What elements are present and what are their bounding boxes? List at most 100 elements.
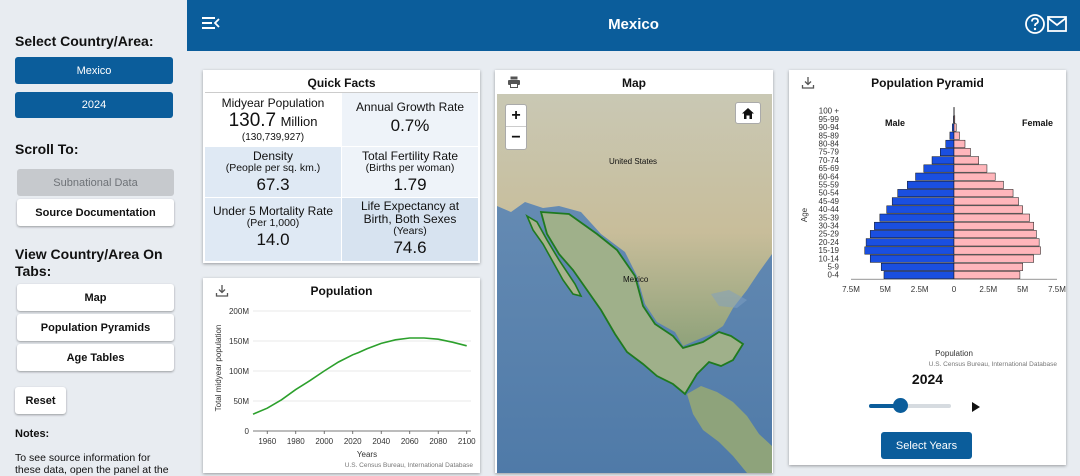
pyramid-bar-female	[954, 271, 1020, 278]
pyramid-bar-female	[954, 148, 970, 155]
help-icon[interactable]	[1024, 13, 1046, 40]
population-x-axis-label: Years	[357, 450, 377, 459]
country-select-button[interactable]: Mexico	[15, 57, 173, 84]
select-years-button[interactable]: Select Years	[881, 432, 972, 459]
pyramid-bar-female	[954, 214, 1030, 221]
pyramid-bar-female	[954, 124, 956, 131]
pyramid-age-label: 15-19	[819, 246, 840, 255]
pyramid-age-label: 70-74	[819, 156, 840, 165]
midyear-population-value: 130.7 Million	[205, 110, 341, 132]
pyramid-bar-male	[865, 247, 954, 254]
year-select-button[interactable]: 2024	[15, 92, 173, 118]
year-slider-handle[interactable]	[893, 398, 908, 413]
zoom-control: + −	[505, 104, 527, 150]
zoom-in-button[interactable]: +	[506, 105, 526, 127]
pyramid-x-tick-label: 7.5M	[842, 285, 860, 294]
pyramid-bar-male	[924, 165, 954, 172]
under5-mortality-cell: Under 5 Mortality Rate (Per 1,000) 14.0	[205, 198, 341, 261]
tab-map-button[interactable]: Map	[17, 284, 174, 311]
subnational-data-button[interactable]: Subnational Data	[17, 169, 174, 196]
header-bar: Mexico	[187, 0, 1080, 51]
pyramid-age-label: 35-39	[819, 213, 840, 222]
pyramid-age-label: 100 +	[819, 107, 840, 116]
midyear-population-unit: Million	[281, 114, 318, 129]
pyramid-age-label: 20-24	[819, 238, 840, 247]
pyramid-x-tick-label: 5M	[1017, 285, 1028, 294]
pyramid-bar-male	[907, 181, 954, 188]
pyramid-bar-female	[954, 132, 959, 139]
pyramid-bar-male	[874, 222, 954, 229]
pyramid-bar-female	[954, 181, 1003, 188]
fertility-value: 1.79	[342, 175, 478, 195]
population-x-tick-label: 2060	[401, 437, 419, 446]
tab-age-tables-button[interactable]: Age Tables	[17, 344, 174, 371]
pyramid-bar-female	[954, 247, 1041, 254]
pyramid-age-label: 90-94	[819, 123, 840, 132]
female-label: Female	[1022, 118, 1053, 128]
pyramid-age-label: 95-99	[819, 115, 840, 124]
pyramid-age-label: 80-84	[819, 140, 840, 149]
play-icon[interactable]	[971, 400, 981, 418]
population-y-axis-label: Total midyear population	[214, 325, 223, 412]
density-cell: Density (People per sq. km.) 67.3	[205, 147, 341, 197]
male-label: Male	[885, 118, 905, 128]
email-icon[interactable]	[1046, 14, 1068, 39]
population-x-tick-label: 2080	[429, 437, 447, 446]
under5-mortality-value: 14.0	[205, 230, 341, 250]
map-title: Map	[495, 76, 773, 90]
view-tabs-heading-line1: View Country/Area On	[15, 246, 163, 263]
population-x-tick-label: 1960	[258, 437, 276, 446]
pyramid-age-label: 55-59	[819, 181, 840, 190]
tab-population-pyramids-button[interactable]: Population Pyramids	[17, 314, 174, 341]
quick-facts-title: Quick Facts	[203, 76, 480, 90]
pyramid-bar-male	[870, 230, 954, 237]
zoom-out-button[interactable]: −	[506, 127, 526, 149]
density-sub: (People per sq. km.)	[205, 163, 341, 174]
scroll-to-heading: Scroll To:	[15, 141, 79, 158]
map-canvas[interactable]: United States Mexico	[497, 94, 772, 473]
population-x-tick-label: 2040	[372, 437, 390, 446]
map-label-united-states: United States	[609, 157, 657, 166]
notes-text-line2: these data, open the panel at the	[15, 464, 169, 476]
pyramid-bar-male	[881, 263, 954, 270]
population-pyramid-chart: 0-45-910-1415-1920-2425-2930-3435-3940-4…	[789, 70, 1066, 370]
growth-rate-value: 0.7%	[342, 116, 478, 136]
pyramid-bar-male	[946, 140, 954, 147]
notes-heading: Notes:	[15, 428, 49, 440]
pyramid-bar-male	[887, 206, 954, 213]
pyramid-bar-female	[954, 198, 1019, 205]
pyramid-x-tick-label: 2.5M	[979, 285, 997, 294]
pyramid-bar-male	[950, 132, 954, 139]
fertility-cell: Total Fertility Rate (Births per woman) …	[342, 147, 478, 197]
pyramid-age-label: 5-9	[827, 263, 839, 272]
quick-facts-panel: Quick Facts Midyear Population 130.7 Mil…	[203, 70, 480, 263]
notes-text-line1: To see source information for	[15, 452, 169, 464]
reset-button[interactable]: Reset	[15, 387, 66, 414]
midyear-population-exact: (130,739,927)	[205, 132, 341, 143]
source-documentation-button[interactable]: Source Documentation	[17, 199, 174, 226]
population-x-tick-label: 2100	[458, 437, 476, 446]
pyramid-x-tick-label: 0	[952, 285, 957, 294]
pyramid-x-tick-label: 5M	[880, 285, 891, 294]
pyramid-x-axis-label: Population	[935, 349, 973, 358]
pyramid-age-label: 0-4	[827, 271, 839, 280]
pyramid-chart-source: U.S. Census Bureau, International Databa…	[929, 361, 1058, 368]
pyramid-bar-male	[892, 198, 954, 205]
map-home-button[interactable]	[735, 102, 761, 124]
pyramid-age-label: 85-89	[819, 131, 840, 140]
pyramid-age-label: 40-44	[819, 205, 840, 214]
pyramid-bar-male	[884, 271, 954, 278]
pyramid-bar-male	[866, 239, 954, 246]
select-country-heading: Select Country/Area:	[15, 33, 153, 50]
notes-text: To see source information for these data…	[15, 452, 169, 476]
year-slider[interactable]	[869, 404, 951, 408]
pyramid-bar-female	[954, 206, 1023, 213]
pyramid-age-label: 50-54	[819, 189, 840, 198]
growth-rate-cell: Annual Growth Rate 0.7%	[342, 93, 478, 146]
view-tabs-heading: View Country/Area On Tabs:	[15, 246, 163, 280]
population-series-line	[253, 338, 467, 414]
pyramid-year-label: 2024	[789, 371, 1066, 387]
